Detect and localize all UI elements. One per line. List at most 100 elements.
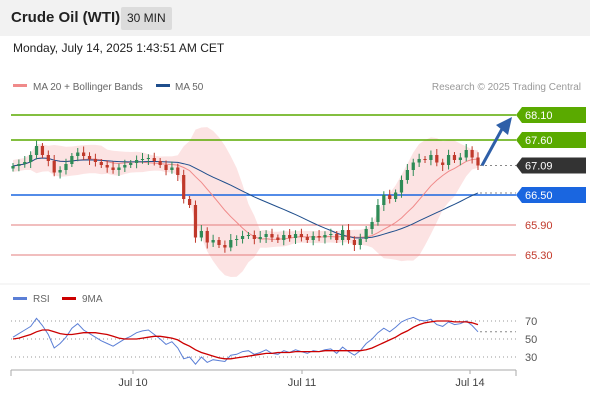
candle [205,227,209,249]
rsi-lines [12,316,516,365]
candle [429,150,433,166]
chart-datetime: Monday, July 14, 2025 1:43:51 AM CET [13,41,225,55]
candle [34,140,39,160]
candle [264,230,268,243]
candle [399,175,404,198]
candle [405,164,409,184]
candle [211,234,215,247]
candle [105,160,109,173]
candle [40,143,45,158]
candle [435,149,439,167]
candle [117,163,121,176]
candle [146,154,150,165]
candle [58,166,62,179]
candle [70,153,74,167]
forecast-arrow-head [496,117,512,135]
level-tag-65-30: 65.30 [525,250,553,262]
ma50-legend-label: MA 50 [175,82,204,93]
bollinger-legend-label: MA 20 + Bollinger Bands [33,82,143,93]
candle [17,159,21,172]
candle [52,155,56,177]
candle [152,152,156,166]
candle [446,149,451,170]
level-tag-67-09: 67.09 [516,157,586,174]
candle [382,191,386,211]
x-axis-tick-label: Jul 14 [455,377,484,389]
candle [99,159,103,168]
candle [323,231,327,244]
candle [87,152,92,165]
candle [29,151,33,168]
candle [417,153,421,167]
candle [235,235,239,246]
forecast-arrow-shaft [480,128,504,167]
candle [164,160,168,176]
rsi-level-label: 50 [525,334,537,346]
level-tag-66-50: 66.50 [516,187,586,203]
candle [229,234,233,252]
svg-text:65.90: 65.90 [525,220,553,232]
candle [82,146,86,160]
candle [329,228,333,240]
candle [464,144,468,162]
candle [134,155,139,169]
candle [46,150,50,167]
candle [341,225,345,246]
candle [252,230,256,245]
candle [258,231,262,243]
candle [311,231,315,246]
forecast-arrow [480,117,512,167]
candle [246,232,251,239]
candle [217,237,221,248]
rsi-9ma-line [12,320,479,360]
candle [393,189,398,202]
x-axis-tick-label: Jul 10 [118,377,147,389]
svg-text:65.30: 65.30 [525,250,553,262]
candle [370,217,374,235]
candle [441,158,445,171]
candle [293,230,298,244]
copyright-text: Research © 2025 Trading Central [432,82,581,93]
candle [335,231,339,243]
candle [282,230,286,246]
level-tags: 68.10 67.60 67.09 66.50 65.90 65.30 [516,107,586,262]
candle [187,196,192,208]
candle [23,156,27,168]
rsi-legend-swatch [13,297,27,300]
rsi-line [12,316,479,365]
ma9-legend-label: 9MA [82,294,103,305]
svg-text:66.50: 66.50 [525,190,553,202]
candle [129,160,133,168]
candle [123,159,127,172]
ma20-line [12,157,479,240]
candle [64,158,68,175]
candle [317,230,321,242]
candle [240,230,245,244]
interval-badge[interactable]: 30 MIN [121,7,172,30]
candle [93,153,98,167]
moving-averages [12,157,516,240]
x-axis-ticks: Jul 10 Jul 11 Jul 14 [118,370,485,389]
rsi-grid: 70 50 30 [11,316,537,364]
candle [376,199,380,226]
instrument-title: Crude Oil (WTI) [11,9,121,26]
chart-header: Crude Oil (WTI) 30 MIN [0,0,590,36]
candle [199,225,203,242]
candle [476,152,480,170]
candle [11,163,15,172]
candle [364,226,368,242]
candle [452,152,457,163]
candle [176,163,180,181]
candle [388,189,392,204]
ma50-line [12,157,479,239]
rsi-level-label: 30 [525,352,537,364]
bollinger-legend-swatch [13,84,27,87]
candle [411,158,415,176]
svg-text:67.60: 67.60 [525,135,553,147]
candle [470,146,474,164]
candle [111,161,115,174]
support-resistance-levels [11,114,516,256]
candle [276,234,280,243]
x-axis-tick-label: Jul 11 [288,377,317,389]
